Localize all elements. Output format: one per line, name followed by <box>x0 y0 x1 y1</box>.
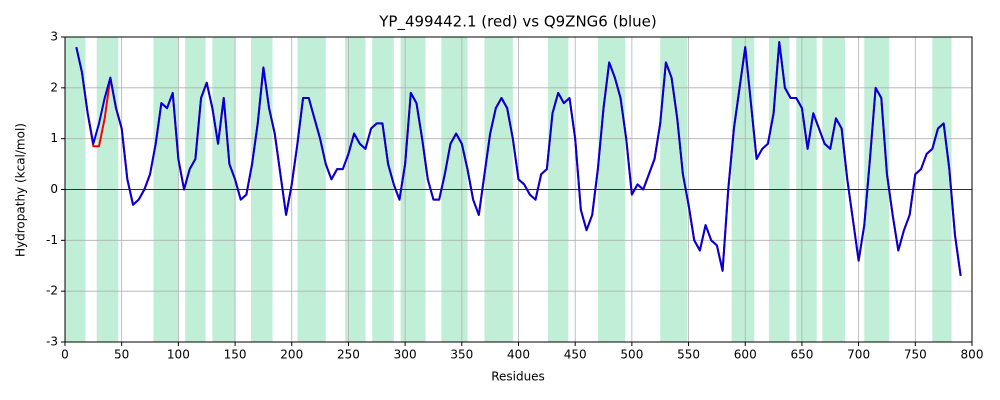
x-axis-label: Residues <box>491 370 545 384</box>
x-tick-label: 750 <box>904 348 927 362</box>
x-tick-label: 450 <box>564 348 587 362</box>
x-tick-label: 700 <box>847 348 870 362</box>
y-tick-label: -2 <box>46 284 58 298</box>
x-tick-label: 500 <box>620 348 643 362</box>
x-tick-label: 100 <box>167 348 190 362</box>
y-tick-label: 1 <box>50 131 58 145</box>
y-tick-label: 0 <box>50 182 58 196</box>
x-tick-label: 650 <box>790 348 813 362</box>
y-tick-label: -3 <box>46 335 58 349</box>
x-tick-label: 550 <box>677 348 700 362</box>
x-tick-label: 200 <box>280 348 303 362</box>
x-tick-label: 250 <box>337 348 360 362</box>
y-tick-label: -1 <box>46 233 58 247</box>
x-tick-label: 600 <box>734 348 757 362</box>
y-tick-label: 3 <box>50 30 58 44</box>
x-tick-label: 800 <box>961 348 984 362</box>
plot-frame <box>64 36 973 343</box>
y-tick-label: 2 <box>50 80 58 94</box>
x-tick-label: 150 <box>224 348 247 362</box>
series-line <box>75 41 962 277</box>
x-tick-label: 400 <box>507 348 530 362</box>
x-tick-label: 50 <box>114 348 129 362</box>
x-tick-label: 300 <box>394 348 417 362</box>
x-tick-label: 350 <box>450 348 473 362</box>
x-tick-label: 0 <box>61 348 69 362</box>
chart-title: YP_499442.1 (red) vs Q9ZNG6 (blue) <box>378 13 656 32</box>
y-axis-label: Hydropathy (kcal/mol) <box>14 123 28 257</box>
